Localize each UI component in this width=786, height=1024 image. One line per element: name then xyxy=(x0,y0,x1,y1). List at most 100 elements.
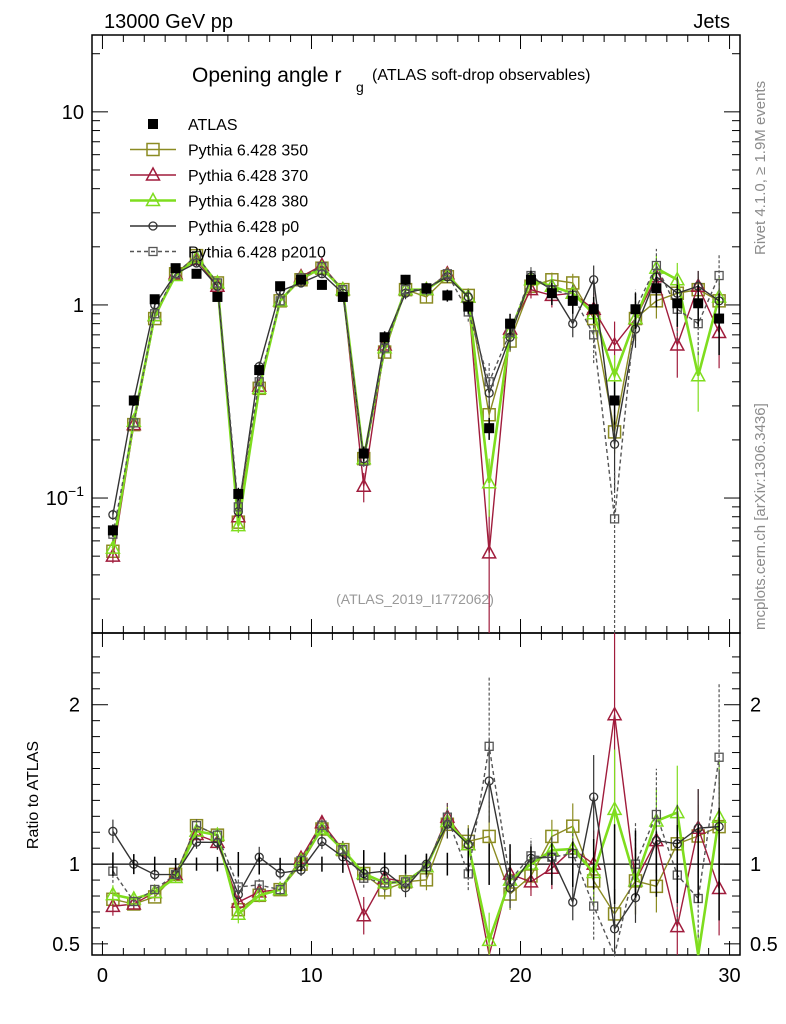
ratio-point xyxy=(254,880,264,890)
energy-label: 13000 GeV pp xyxy=(104,11,233,33)
ratio-point xyxy=(355,907,372,922)
ratio-data-band xyxy=(584,839,604,889)
data-point xyxy=(191,258,202,268)
ratio-tick-label-right: 0.5 xyxy=(750,934,778,956)
data-point xyxy=(481,474,497,489)
y-tick-label: 10 xyxy=(62,102,84,124)
series-pythia-6-428-p0 xyxy=(108,258,724,520)
legend-label: Pythia 6.428 p0 xyxy=(188,219,299,236)
data-point xyxy=(126,416,142,431)
data-point xyxy=(105,539,121,554)
ratio-data-band xyxy=(416,854,436,875)
data-point xyxy=(108,510,118,520)
data-point xyxy=(149,294,160,305)
legend-label: Pythia 6.428 380 xyxy=(188,194,308,211)
legend-label: Pythia 6.428 370 xyxy=(188,168,308,185)
subtitle-text: (ATLAS soft-drop observables) xyxy=(372,67,590,84)
data-point xyxy=(690,367,706,382)
data-point xyxy=(609,514,620,524)
legend-marker xyxy=(148,221,158,231)
legend-label: Pythia 6.428 p2010 xyxy=(188,245,326,262)
ratio-data-band xyxy=(542,843,562,885)
data-point xyxy=(316,279,327,290)
ratio-panel-frame xyxy=(91,632,741,956)
rivet-version-label: Rivet 4.1.0, ≥ 1.9M events xyxy=(752,81,769,255)
title-subscript: g xyxy=(356,79,364,95)
data-point xyxy=(337,291,348,302)
category-label: Jets xyxy=(693,11,730,33)
data-point xyxy=(212,278,223,288)
ratio-data-band xyxy=(521,846,541,881)
ratio-data-band xyxy=(605,824,625,904)
series-pythia-6-428-350 xyxy=(106,248,726,559)
legend: ATLAS Pythia 6.428 350 Pythia 6.428 370 Pyt… xyxy=(130,117,326,262)
ratio-point xyxy=(150,884,160,895)
chart-title: Opening angle r g (ATLAS soft-drop obser… xyxy=(192,64,590,95)
ratio-point xyxy=(212,830,223,840)
ratio-tick-label-right: 2 xyxy=(750,695,761,717)
data-point xyxy=(128,395,139,406)
data-point xyxy=(714,270,724,281)
ratio-data-band xyxy=(312,857,332,872)
ratio-point xyxy=(170,869,181,880)
ratio-point xyxy=(589,901,599,911)
data-point xyxy=(233,488,244,499)
ratio-point xyxy=(523,873,539,888)
ratio-data-band xyxy=(103,852,123,875)
data-point xyxy=(400,274,411,285)
ratio-data-band xyxy=(646,831,666,896)
ratio-point xyxy=(606,706,623,721)
ratio-data-band xyxy=(479,843,499,885)
data-point xyxy=(107,525,118,536)
ratio-data-band xyxy=(500,844,520,884)
data-point xyxy=(167,266,184,282)
legend-marker xyxy=(145,166,161,181)
ratio-point xyxy=(108,826,118,836)
y-tick-label: 10−1 xyxy=(46,483,84,510)
series-atlas xyxy=(107,263,725,537)
ratio-data-band xyxy=(270,858,290,871)
ratio-axis-label: Ratio to ATLAS xyxy=(25,741,42,849)
ratio-data-band xyxy=(667,825,687,903)
data-point xyxy=(191,250,202,261)
x-tick-label: 30 xyxy=(718,965,740,987)
data-point xyxy=(296,274,307,285)
data-point xyxy=(589,330,599,340)
ratio-data-band xyxy=(709,808,729,921)
data-point xyxy=(230,517,247,532)
ratio-point xyxy=(484,741,494,751)
mcplots-label: mcplots.cern.ch [arXiv:1306.3436] xyxy=(752,403,769,630)
ratio-point xyxy=(442,812,453,822)
data-point xyxy=(606,367,623,382)
data-point xyxy=(358,448,369,459)
ratio-point xyxy=(609,924,620,934)
x-tick-label: 0 xyxy=(97,965,108,987)
series-line xyxy=(112,254,720,552)
series-line xyxy=(111,256,721,549)
data-point xyxy=(233,502,243,512)
data-point xyxy=(651,283,662,294)
data-point xyxy=(355,477,372,493)
data-point xyxy=(609,439,620,449)
data-point xyxy=(442,290,453,301)
data-point xyxy=(379,343,390,353)
series-line xyxy=(112,262,720,515)
ratio-point xyxy=(275,884,285,895)
y-tick-exponent: −1 xyxy=(68,483,84,499)
ratio-point xyxy=(568,897,578,907)
ratio-data-band xyxy=(228,852,248,876)
data-point xyxy=(191,268,202,279)
data-point xyxy=(254,377,264,387)
ratio-data-band xyxy=(375,852,395,875)
data-point xyxy=(505,318,516,329)
ratio-point xyxy=(314,820,330,835)
ratio-point xyxy=(230,905,247,920)
data-point xyxy=(672,298,683,309)
ratio-point xyxy=(463,839,473,850)
ratio-point xyxy=(317,820,327,830)
data-point xyxy=(146,307,163,322)
data-point xyxy=(442,269,453,279)
ratio-data-band xyxy=(563,841,583,887)
ratio-data-band xyxy=(458,851,478,877)
